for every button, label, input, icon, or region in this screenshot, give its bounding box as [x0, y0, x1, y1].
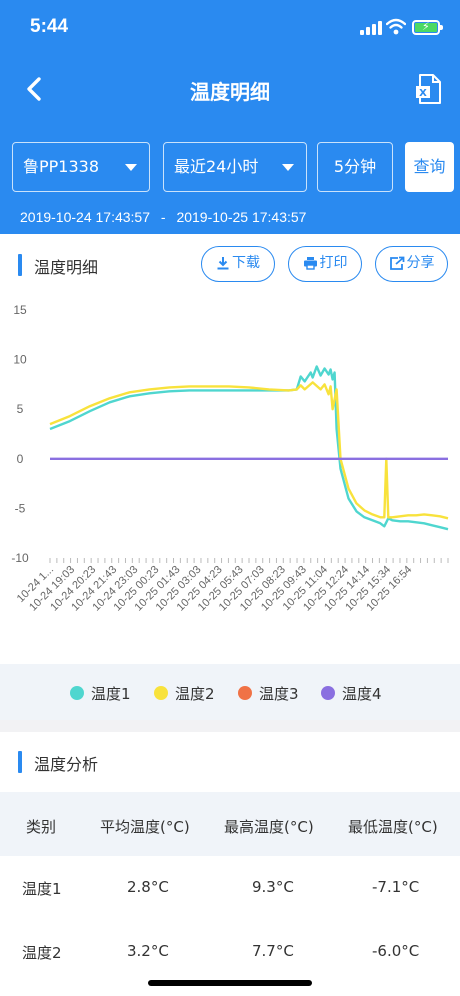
excel-export-icon[interactable]: X	[414, 73, 444, 105]
chart-section-title: 温度明细	[34, 258, 99, 277]
share-label: 分享	[406, 255, 435, 271]
column-header: 最高温度(°C)	[224, 818, 314, 836]
home-indicator	[148, 980, 312, 986]
print-button[interactable]: 打印	[288, 246, 362, 282]
period-select[interactable]: 最近24小时	[163, 142, 307, 192]
table-cell: 9.3°C	[252, 878, 294, 896]
table-row: 温度2 3.2°C 7.7°C -6.0°C	[0, 920, 460, 984]
analysis-section-title: 温度分析	[34, 755, 99, 774]
range-start: 2019-10-24 17:43:57	[20, 209, 150, 225]
legend-label: 温度1	[91, 685, 131, 703]
legend-label: 温度3	[259, 685, 299, 703]
table-cell: -7.1°C	[372, 878, 420, 896]
filter-row: 鲁PP1338 最近24小时 5分钟 查询	[0, 140, 460, 192]
table-cell: 7.7°C	[252, 942, 294, 960]
query-button[interactable]: 查询	[405, 142, 454, 192]
print-label: 打印	[319, 255, 348, 271]
chart-legend: 温度1 温度2 温度3 温度4	[0, 664, 460, 720]
legend-label: 温度4	[342, 685, 382, 703]
battery-icon: ⚡	[412, 20, 443, 35]
table-cell: -6.0°C	[372, 942, 420, 960]
legend-label: 温度2	[175, 685, 215, 703]
column-header: 类别	[26, 818, 57, 836]
series-line	[49, 381, 449, 520]
section-accent-bar	[18, 254, 22, 276]
y-tick-label: 10	[13, 353, 27, 367]
chevron-down-icon	[125, 164, 137, 171]
interval-select-value: 5分钟	[333, 157, 377, 176]
back-button[interactable]	[20, 74, 50, 104]
table-cell: 3.2°C	[127, 942, 169, 960]
y-tick-label: 15	[13, 303, 27, 317]
download-button[interactable]: 下载	[201, 246, 275, 282]
y-tick-label: 0	[17, 452, 24, 466]
column-header: 最低温度(°C)	[348, 818, 438, 836]
section-accent-bar	[18, 751, 22, 773]
y-tick-label: -10	[11, 551, 29, 565]
date-range: 2019-10-24 17:43:57 - 2019-10-25 17:43:5…	[20, 209, 306, 225]
excel-badge-text: X	[419, 88, 427, 99]
analysis-section: 温度分析 类别 平均温度(°C) 最高温度(°C) 最低温度(°C) 温度1 2…	[0, 732, 460, 996]
table-row: 温度1 2.8°C 9.3°C -7.1°C	[0, 856, 460, 920]
vehicle-select[interactable]: 鲁PP1338	[12, 142, 150, 192]
range-end: 2019-10-25 17:43:57	[176, 209, 307, 225]
y-tick-label: 5	[17, 402, 24, 416]
vehicle-select-value: 鲁PP1338	[23, 157, 100, 176]
wifi-icon	[386, 18, 406, 35]
series-line	[49, 365, 449, 531]
table-cell: 2.8°C	[127, 878, 169, 896]
analysis-table-header: 类别 平均温度(°C) 最高温度(°C) 最低温度(°C)	[0, 792, 460, 856]
page-title: 温度明细	[190, 80, 270, 104]
download-label: 下载	[232, 255, 260, 271]
legend-dot	[154, 686, 168, 700]
interval-select[interactable]: 5分钟	[317, 142, 393, 192]
legend-dot	[70, 686, 84, 700]
y-tick-label: -5	[15, 501, 26, 515]
period-select-value: 最近24小时	[174, 157, 259, 176]
legend-dot	[238, 686, 252, 700]
table-cell: 温度1	[22, 880, 62, 898]
chevron-down-icon	[282, 164, 294, 171]
header-panel: 5:44 ⚡ 温度明细 X 鲁PP1338 最近24小时	[0, 0, 460, 234]
range-separator: -	[160, 209, 166, 225]
cellular-signal-icon	[360, 21, 382, 35]
share-button[interactable]: 分享	[375, 246, 448, 282]
printer-icon	[303, 257, 317, 270]
status-bar: 5:44 ⚡	[0, 0, 460, 56]
table-cell: 温度2	[22, 944, 62, 962]
nav-bar: 温度明细 X	[0, 60, 460, 118]
share-icon	[389, 256, 404, 270]
chart-card: 温度明细 下载 打印 分享 15 10 5 0 -5 -10 10-24 1... 10-24…	[0, 234, 460, 664]
legend-dot	[321, 686, 335, 700]
status-time: 5:44	[30, 16, 69, 37]
column-header: 平均温度(°C)	[100, 818, 190, 836]
download-icon	[217, 257, 229, 270]
